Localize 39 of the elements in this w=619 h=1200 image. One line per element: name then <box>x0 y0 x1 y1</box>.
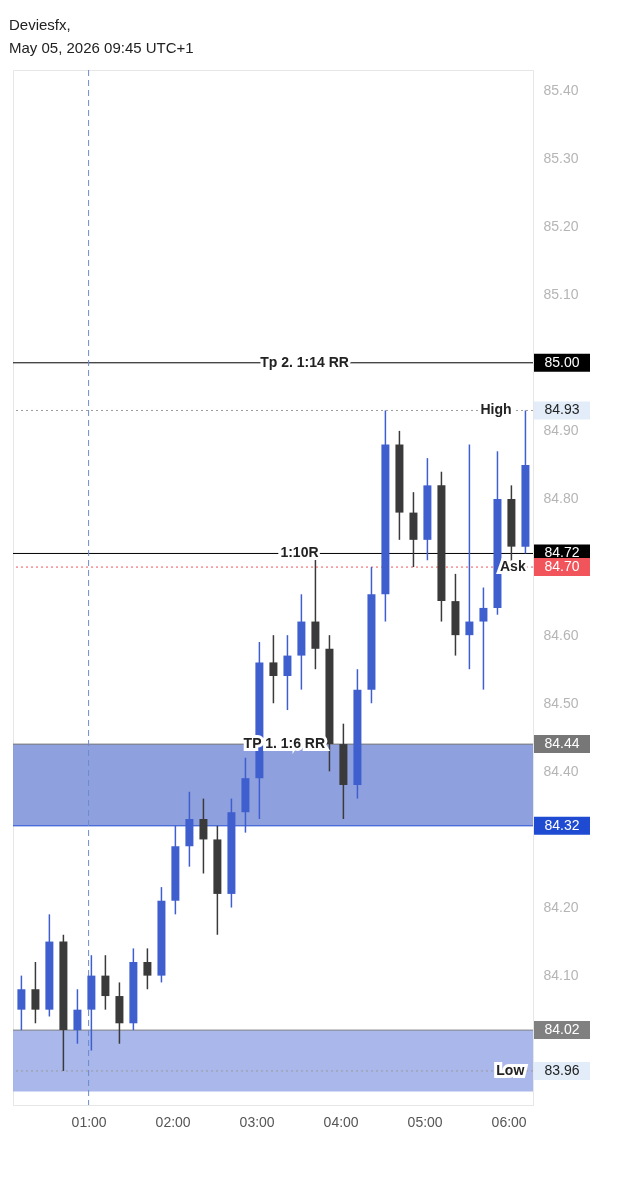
x-tick-label: 01:00 <box>71 1113 107 1130</box>
annotation: Low <box>496 1061 525 1078</box>
x-tick-label: 05:00 <box>407 1113 443 1130</box>
y-tick-label: 84.50 <box>543 694 579 711</box>
y-tick-label: 84.90 <box>543 422 579 439</box>
y-tick-label: 84.20 <box>543 899 579 916</box>
y-tick-label: 84.40 <box>543 762 579 779</box>
y-tick-label: 84.10 <box>543 967 579 984</box>
y-tick-label: 85.10 <box>543 286 579 303</box>
ref-line-label: 84.93 <box>544 401 580 418</box>
candlestick <box>31 961 40 1025</box>
candlestick <box>199 797 208 875</box>
candlestick <box>101 954 110 1011</box>
candlestick <box>465 443 474 670</box>
y-tick-label: 85.40 <box>543 81 579 98</box>
ref-line-label: 84.72 <box>544 544 580 561</box>
x-tick-label: 06:00 <box>491 1113 527 1130</box>
ref-line-label: 84.32 <box>544 816 580 833</box>
y-tick-label: 84.60 <box>543 626 579 643</box>
candlestick <box>269 634 278 705</box>
x-tick-label: 03:00 <box>239 1113 275 1130</box>
y-tick-label: 85.30 <box>543 150 579 167</box>
ref-line-label: 83.96 <box>544 1061 580 1078</box>
candlestick <box>283 634 292 711</box>
chart-title: Deviesfx, <box>9 15 71 33</box>
candlestick <box>479 586 488 691</box>
ref-line-label: 84.44 <box>544 735 580 752</box>
ref-line-label: 84.70 <box>544 558 580 575</box>
ref-line-label: 85.00 <box>544 353 580 370</box>
ref-line-label: 84.02 <box>544 1021 580 1038</box>
candlestick <box>143 947 152 990</box>
candlestick <box>17 974 26 1031</box>
annotation: High <box>480 401 512 418</box>
y-tick-label: 84.80 <box>543 490 579 507</box>
x-tick-label: 02:00 <box>155 1113 191 1130</box>
candlestick <box>73 988 82 1045</box>
x-tick-label: 04:00 <box>323 1113 359 1130</box>
chart-subtitle: May 05, 2026 09:45 UTC+1 <box>9 38 194 56</box>
y-tick-label: 85.20 <box>543 218 579 235</box>
